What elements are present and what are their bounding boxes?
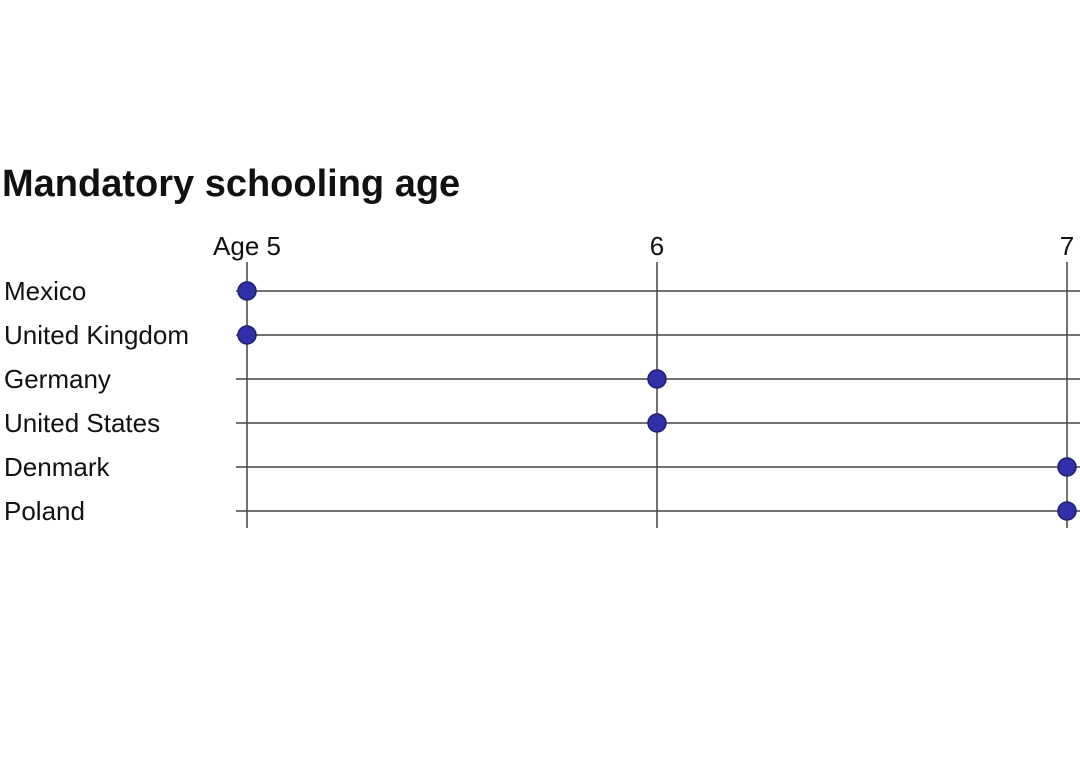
y-category-label: Germany <box>4 364 111 394</box>
y-category-label: Poland <box>4 496 85 526</box>
dot <box>237 281 257 301</box>
dot <box>237 325 257 345</box>
y-category-label: Denmark <box>4 452 110 482</box>
chart-title: Mandatory schooling age <box>2 163 460 205</box>
x-tick-label: Age 5 <box>213 231 281 261</box>
y-category-label: Mexico <box>4 276 86 306</box>
dot <box>1057 501 1077 521</box>
y-category-label: United States <box>4 408 160 438</box>
dot <box>1057 457 1077 477</box>
x-tick-label: 6 <box>650 231 664 261</box>
y-category-label: United Kingdom <box>4 320 189 350</box>
x-tick-label: 7 <box>1060 231 1074 261</box>
dot <box>647 369 667 389</box>
dot <box>647 413 667 433</box>
